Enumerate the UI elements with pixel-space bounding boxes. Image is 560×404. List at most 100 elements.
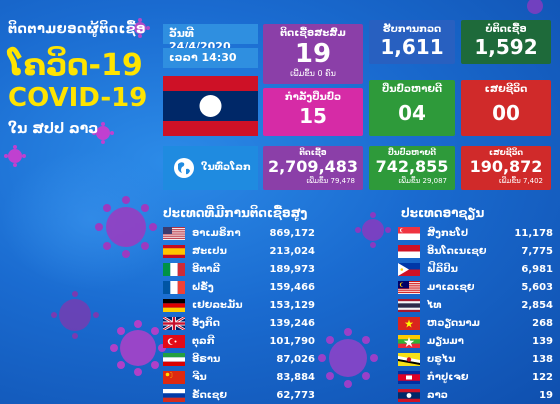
bn-flag-icon <box>398 352 420 366</box>
kh-flag-icon <box>398 370 420 384</box>
es-flag-icon <box>163 244 185 258</box>
virus-icon <box>50 290 100 340</box>
header-subtitle: ຕິດຕາມຍອດຜູ້ຕິດເຊື້ອ <box>8 22 146 37</box>
in-treatment-card: ກຳລັງປິ່ນປົວ 15 <box>263 88 363 136</box>
negative-card: ບໍ່ຕິດເຊື້ອ 1,592 <box>461 20 551 64</box>
country-name: ເຢຍລະມັນ <box>192 299 243 311</box>
virus-icon <box>318 328 378 388</box>
country-value: 101,790 <box>269 335 315 347</box>
country-value: 139,246 <box>269 317 315 329</box>
country-name: ກຳປູເຈຍ <box>427 371 469 383</box>
negative-value: 1,592 <box>474 35 538 59</box>
virus-icon <box>355 212 391 248</box>
country-row: ອັງກິດ 139,246 <box>163 314 315 332</box>
fr-flag-icon <box>163 280 185 294</box>
my-flag-icon <box>398 280 420 294</box>
total-cases-value: 19 <box>294 39 332 69</box>
world-box: ໃນທົ່ວໂລກ <box>163 146 258 190</box>
country-row: ຟີລິປິນ 6,981 <box>398 260 553 278</box>
th-flag-icon <box>398 298 420 312</box>
country-row: ຫວຽດນາມ 268 <box>398 314 553 332</box>
tested-label: ຮັບການກວດ <box>382 24 442 35</box>
world-recovered-value: 742,855 <box>375 157 449 176</box>
virus-icon <box>92 122 114 144</box>
virus-icon <box>4 145 26 167</box>
world-deaths-sub: ເພີ່ມຂຶ້ນ 7,402 <box>498 177 543 185</box>
total-cases-sub: ເພີ່ມຂຶ້ນ 0 ຄົນ <box>290 69 336 78</box>
country-row: ເຢຍລະມັນ 153,129 <box>163 296 315 314</box>
asean-title: ປະເທດອາຊຽນ <box>401 206 485 220</box>
country-name: ມາເລເຊຍ <box>427 281 475 293</box>
recovered-card: ປິ່ນປົວຫາຍດີ 04 <box>369 80 455 136</box>
country-value: 189,973 <box>269 263 315 275</box>
country-row: ໄທ 2,854 <box>398 296 553 314</box>
country-value: 7,775 <box>521 245 553 257</box>
country-value: 139 <box>532 335 553 347</box>
us-flag-icon <box>163 226 185 240</box>
header: ຕິດຕາມຍອດຜູ້ຕິດເຊື້ອ ໂຄວິດ-19 COVID-19 ໃ… <box>8 22 158 137</box>
la-flag-icon <box>398 388 420 402</box>
world-deaths-label: ເສຍຊີວິດ <box>488 148 524 157</box>
globe-icon <box>173 157 195 183</box>
country-name: ມຽນມາ <box>427 335 464 347</box>
world-cases-sub: ເພີ່ມຂຶ້ນ 79,478 <box>306 177 355 185</box>
sg-flag-icon <box>398 226 420 240</box>
country-row: ອິນໂດເນເຊຍ 7,775 <box>398 242 553 260</box>
country-name: ໄທ <box>427 299 442 311</box>
total-cases-card: ຕິດເຊື້ອສະສົມ 19 ເພີ່ມຂຶ້ນ 0 ຄົນ <box>263 24 363 84</box>
country-row: ຕຸລກີ 101,790 <box>163 332 315 350</box>
cn-flag-icon <box>163 370 185 384</box>
time-label: ເວລາ 14:30 <box>163 48 258 68</box>
country-row: ອີຣານ 87,026 <box>163 350 315 368</box>
virus-icon <box>130 18 150 38</box>
title-lao: ໂຄວິດ-19 <box>8 48 143 83</box>
country-name: ຟີລິປິນ <box>427 263 458 275</box>
country-row: ບຣູໄນ 138 <box>398 350 553 368</box>
country-value: 83,884 <box>276 371 315 383</box>
in-treatment-value: 15 <box>299 104 327 128</box>
country-name: ອິນໂດເນເຊຍ <box>427 245 487 257</box>
country-name: ອີຕາລີ <box>192 263 221 275</box>
tested-value: 1,611 <box>380 35 444 59</box>
world-deaths-card: ເສຍຊີວິດ 190,872 ເພີ່ມຂຶ້ນ 7,402 <box>461 146 551 190</box>
country-value: 153,129 <box>269 299 315 311</box>
ru-flag-icon <box>163 388 185 402</box>
laos-map-shape <box>0 150 180 290</box>
country-row: ອີຕາລີ 189,973 <box>163 260 315 278</box>
laos-flag-icon <box>163 76 258 136</box>
world-recovered-label: ປິ່ນປົວຫາຍດີ <box>387 148 437 157</box>
country-value: 138 <box>532 353 553 365</box>
world-label: ໃນທົ່ວໂລກ <box>201 162 251 173</box>
country-value: 5,603 <box>521 281 553 293</box>
de-flag-icon <box>163 298 185 312</box>
country-name: ຝຣັ່ງ <box>192 281 214 293</box>
asean-list: ສິງກະໂປ 11,178 ອິນໂດເນເຊຍ 7,775 ຟີລິປິນ 6,981… <box>398 224 553 404</box>
country-value: 87,026 <box>276 353 315 365</box>
deaths-card: ເສຍຊີວິດ 00 <box>461 80 551 136</box>
world-cases-label: ຕິດເຊື້ອ <box>299 148 327 157</box>
country-value: 11,178 <box>514 227 553 239</box>
in-treatment-label: ກຳລັງປິ່ນປົວ <box>284 92 342 103</box>
country-name: ຕຸລກີ <box>192 335 215 347</box>
country-row: ອາເມຣິກາ 869,172 <box>163 224 315 242</box>
world-deaths-value: 190,872 <box>469 157 543 176</box>
country-name: ຫວຽດນາມ <box>427 317 480 329</box>
country-row: ສະເປນ 213,024 <box>163 242 315 260</box>
mm-flag-icon <box>398 334 420 348</box>
recovered-label: ປິ່ນປົວຫາຍດີ <box>381 84 443 95</box>
country-value: 2,854 <box>521 299 553 311</box>
virus-icon <box>520 0 550 20</box>
country-value: 869,172 <box>269 227 315 239</box>
country-row: ຣັດເຊຍ 62,773 <box>163 386 315 404</box>
country-name: ຣັດເຊຍ <box>192 389 227 401</box>
world-recovered-card: ປິ່ນປົວຫາຍດີ 742,855 ເພີ່ມຂຶ້ນ 29,087 <box>369 146 455 190</box>
country-name: ອັງກິດ <box>192 317 220 329</box>
world-cases-value: 2,709,483 <box>267 157 359 176</box>
country-name: ອາເມຣິກາ <box>192 227 241 239</box>
title-covid: COVID-19 <box>8 83 148 113</box>
country-row: ມຽນມາ 139 <box>398 332 553 350</box>
top-countries-title: ປະເທດທີ່ມີການຕິດເຊື້ອສູງ <box>163 206 308 220</box>
country-label: ໃນ ສປປ ລາວ <box>8 121 99 137</box>
country-name: ອີຣານ <box>192 353 221 365</box>
date-label: ວັນທີ 24/4/2020 <box>163 24 258 53</box>
